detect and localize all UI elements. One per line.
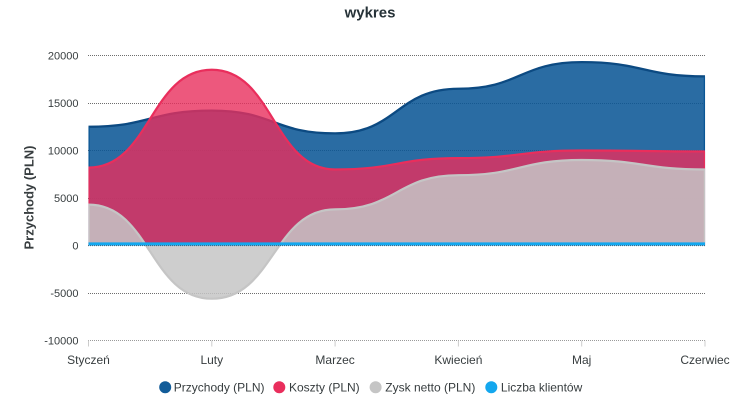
svg-text:-10000: -10000 [44, 335, 78, 347]
svg-text:5000: 5000 [54, 193, 78, 205]
svg-text:-5000: -5000 [50, 288, 78, 300]
svg-text:Koszty (PLN): Koszty (PLN) [289, 381, 360, 395]
svg-text:Luty: Luty [200, 353, 223, 367]
svg-text:20000: 20000 [48, 50, 79, 62]
svg-text:0: 0 [72, 240, 78, 252]
svg-text:Przychody (PLN): Przychody (PLN) [22, 145, 37, 249]
svg-text:15000: 15000 [48, 98, 79, 110]
svg-text:Przychody (PLN): Przychody (PLN) [174, 381, 265, 395]
svg-text:Marzec: Marzec [315, 353, 354, 367]
svg-text:Czerwiec: Czerwiec [680, 353, 729, 367]
svg-text:Styczeń: Styczeń [67, 353, 110, 367]
svg-text:10000: 10000 [48, 145, 79, 157]
svg-text:wykres: wykres [344, 4, 396, 21]
svg-text:Kwiecień: Kwiecień [434, 353, 482, 367]
svg-text:Zysk netto (PLN): Zysk netto (PLN) [385, 381, 475, 395]
svg-text:Liczba klientów: Liczba klientów [501, 381, 583, 395]
svg-text:Maj: Maj [572, 353, 591, 367]
